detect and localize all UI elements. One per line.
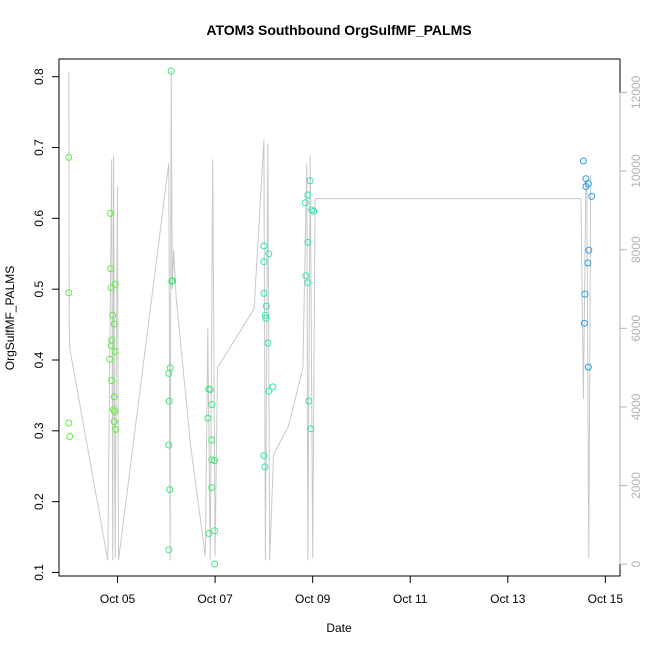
data-point [106, 355, 114, 363]
data-point [269, 383, 277, 391]
data-point [307, 425, 315, 433]
x-tick-label: Oct 05 [100, 592, 136, 606]
data-point [111, 408, 119, 416]
data-point [261, 311, 269, 319]
data-point [208, 401, 216, 409]
data-point [211, 457, 219, 465]
data-point [65, 419, 73, 427]
data-point [260, 258, 268, 266]
data-point [211, 560, 219, 568]
data-point [65, 289, 73, 297]
right-y-tick-label: 6000 [629, 315, 643, 342]
data-point [107, 342, 115, 350]
data-point [112, 425, 120, 433]
x-tick-label: Oct 15 [588, 592, 624, 606]
y-axis-label: OrgSulfMF_PALMS [3, 266, 17, 370]
y-tick-label: 0.7 [32, 139, 46, 156]
data-point [109, 311, 117, 319]
data-point [581, 290, 589, 298]
data-point [304, 238, 312, 246]
data-point [169, 277, 177, 285]
data-point [301, 199, 309, 207]
y-axis: 0.1 0.2 0.3 0.4 0.5 0.6 0.7 0.8 [32, 68, 60, 581]
data-point [584, 363, 592, 371]
right-y-axis: 0 2000 4000 6000 8000 10000 12000 [619, 75, 643, 568]
data-point [205, 530, 213, 537]
y-tick-label: 0.2 [32, 493, 46, 510]
data-point [206, 386, 214, 394]
data-point [261, 463, 269, 471]
x-tick-label: Oct 13 [490, 592, 526, 606]
altitude-line [68, 70, 592, 561]
data-point [305, 397, 313, 405]
right-y-tick-label: 2000 [629, 472, 643, 499]
data-point [302, 272, 310, 280]
data-point [108, 377, 116, 384]
x-tick-label: Oct 11 [393, 592, 428, 606]
right-y-tick-label: 8000 [629, 236, 643, 263]
data-point [107, 284, 115, 292]
data-point [168, 277, 176, 285]
data-point [110, 418, 118, 426]
data-point [167, 67, 175, 75]
data-point [304, 191, 312, 199]
altitude-layer [68, 70, 592, 561]
y-tick-label: 0.1 [32, 564, 46, 581]
data-point [208, 436, 216, 444]
x-tick-label: Oct 09 [295, 592, 331, 606]
x-axis: Oct 05 Oct 07 Oct 09 Oct 11 Oct 13 Oct 15 [100, 575, 624, 606]
data-point [208, 456, 216, 464]
data-point [262, 302, 270, 310]
data-point [579, 157, 587, 165]
chart-title: ATOM3 Southbound OrgSulfMF_PALMS [206, 22, 471, 38]
data-point [165, 546, 173, 554]
data-point [66, 433, 74, 440]
data-point [165, 369, 173, 377]
data-point [165, 397, 173, 405]
data-point [165, 441, 173, 449]
data-point [208, 484, 216, 491]
data-point [211, 527, 219, 535]
right-y-tick-label: 12000 [629, 75, 643, 109]
data-point [265, 250, 273, 258]
y-tick-label: 0.3 [32, 422, 46, 439]
data-point [308, 206, 316, 214]
data-point [260, 242, 268, 250]
data-point [304, 279, 312, 287]
data-point [585, 246, 593, 254]
right-y-tick-label: 4000 [629, 393, 643, 420]
data-point [260, 289, 268, 297]
data-point [580, 319, 588, 327]
data-point [110, 393, 118, 401]
data-point [110, 320, 118, 328]
data-point [264, 339, 272, 347]
data-point [262, 314, 270, 322]
x-tick-label: Oct 07 [197, 592, 233, 606]
plot-frame [58, 58, 621, 577]
y-tick-label: 0.8 [32, 68, 46, 85]
data-point [111, 280, 119, 288]
data-point [582, 183, 590, 190]
data-point [310, 207, 318, 215]
y-tick-label: 0.4 [32, 351, 46, 368]
y-tick-label: 0.6 [32, 210, 46, 227]
data-point [584, 259, 592, 267]
data-point [65, 153, 73, 161]
data-point [111, 348, 119, 355]
points-layer [65, 67, 596, 568]
data-point [106, 209, 114, 217]
data-point [260, 452, 268, 460]
data-point [588, 192, 596, 200]
right-y-tick-label: 0 [629, 561, 643, 568]
y-tick-label: 0.5 [32, 281, 46, 298]
data-point [306, 177, 314, 185]
data-point [107, 265, 115, 273]
right-y-tick-label: 10000 [629, 154, 643, 188]
x-axis-label: Date [326, 621, 352, 635]
data-point [166, 486, 174, 494]
data-point [265, 387, 273, 395]
data-point [204, 414, 212, 422]
